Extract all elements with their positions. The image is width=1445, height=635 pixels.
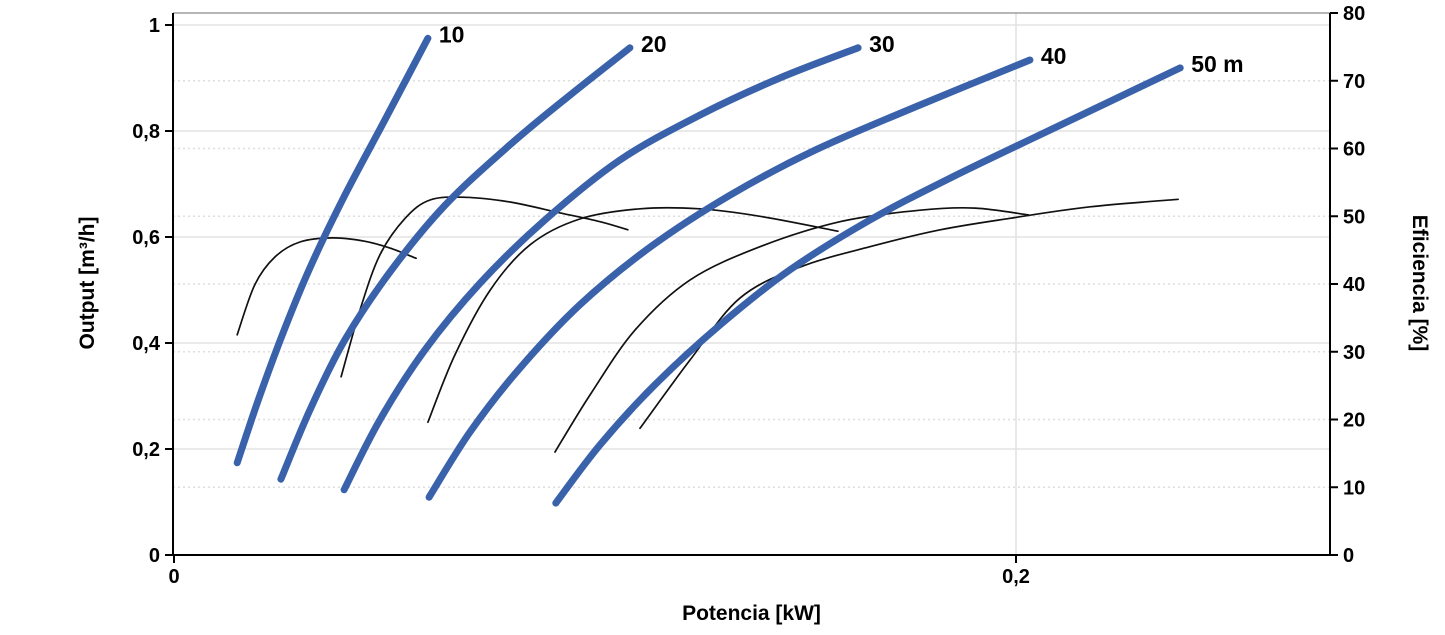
efficiency-curve-30m (427, 206, 839, 424)
left-axis-title: Output [m³/h] (76, 216, 99, 350)
right-axis-tick-label: 20 (1343, 410, 1365, 432)
curve-label-20: 20 (641, 31, 667, 57)
efficiency-curve-10m (236, 237, 417, 336)
x-axis-tick-label: 0,2 (1002, 566, 1030, 588)
head-curve-20 (277, 44, 634, 483)
curve-label-40: 40 (1041, 43, 1067, 69)
right-axis-tick-label: 50 (1343, 206, 1365, 228)
head-curve-10 (233, 34, 432, 467)
x-axis-tick-label: 0 (168, 566, 179, 588)
efficiency-curve-20m (340, 196, 629, 378)
right-axis-tick-label: 60 (1343, 139, 1365, 161)
left-axis-tick-label: 0,8 (132, 121, 160, 143)
right-axis-tick-label: 30 (1343, 342, 1365, 364)
right-axis-tick-label: 70 (1343, 71, 1365, 93)
head-curve-30 (340, 44, 862, 494)
x-axis-title: Potencia [kW] (682, 602, 821, 625)
right-axis-tick-label: 0 (1343, 545, 1354, 567)
curve-label-50m: 50 m (1191, 51, 1243, 77)
right-axis-tick-label: 10 (1343, 477, 1365, 499)
curve-label-30: 30 (869, 31, 895, 57)
curve-label-10: 10 (439, 21, 465, 47)
right-axis-tick-label: 80 (1343, 3, 1365, 25)
efficiency-curve-50m (639, 198, 1179, 430)
left-axis-tick-label: 0,4 (132, 333, 161, 355)
left-axis-tick-label: 0,2 (132, 439, 160, 461)
head-curve-50m (552, 64, 1184, 507)
head-curve-40 (425, 56, 1034, 501)
efficiency-curve-40m (554, 206, 1030, 453)
right-axis-tick-label: 40 (1343, 274, 1365, 296)
left-axis-tick-label: 0 (149, 545, 160, 567)
left-axis-tick-label: 1 (149, 15, 160, 37)
left-axis-tick-label: 0,6 (132, 227, 160, 249)
right-axis-title: Eficiencia [%] (1408, 214, 1431, 352)
